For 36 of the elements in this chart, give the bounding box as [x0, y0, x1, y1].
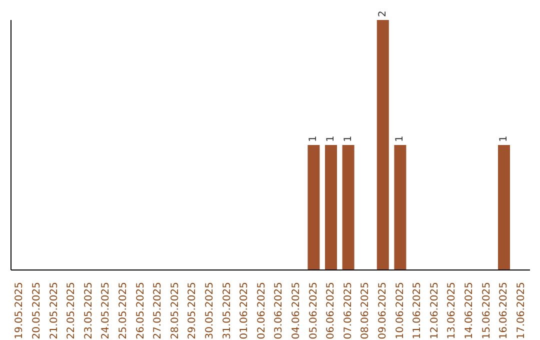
data-label: 1	[498, 136, 510, 142]
x-tick-label: 12.06.2025	[429, 282, 440, 340]
x-tick-label: 21.05.2025	[48, 282, 60, 340]
x-tick-label: 02.06.2025	[256, 282, 268, 340]
data-label: 1	[308, 136, 320, 142]
x-tick-label: 11.06.2025	[412, 282, 424, 340]
x-tick-label: 15.06.2025	[481, 282, 492, 340]
x-tick-label: 09.06.2025	[377, 282, 388, 340]
x-tick-label: 07.06.2025	[342, 282, 354, 340]
x-tick-label: 06.06.2025	[326, 282, 337, 340]
x-tick-label: 26.05.2025	[135, 282, 146, 340]
x-tick-label: 22.05.2025	[66, 282, 78, 340]
x-tick-label: 14.06.2025	[464, 282, 475, 340]
data-label: 1	[342, 136, 354, 142]
x-tick-label: 19.05.2025	[14, 282, 26, 340]
x-tick-label: 03.06.2025	[274, 282, 285, 340]
data-label: 1	[325, 136, 336, 142]
x-tick-label: 23.05.2025	[83, 282, 94, 340]
x-tick-label: 16.06.2025	[498, 282, 510, 340]
x-tick-label: 28.05.2025	[170, 282, 181, 340]
x-tick-label: 24.05.2025	[100, 282, 112, 340]
x-tick-label: 25.05.2025	[118, 282, 129, 340]
x-tick-label: 13.06.2025	[446, 282, 458, 340]
x-tick-label: 01.06.2025	[239, 282, 250, 340]
x-tick-label: 04.06.2025	[290, 282, 302, 340]
x-tick-label: 31.05.2025	[222, 282, 233, 340]
data-label: 2	[377, 10, 388, 17]
x-tick-label: 20.05.2025	[31, 282, 42, 340]
x-tick-label: 05.06.2025	[308, 282, 320, 340]
x-tick-label: 17.06.2025	[516, 282, 527, 340]
x-tick-label: 30.05.2025	[204, 282, 216, 340]
x-tick-label: 10.06.2025	[394, 282, 406, 340]
x-tick-label: 29.05.2025	[187, 282, 198, 340]
x-tick-label: 08.06.2025	[360, 282, 372, 340]
data-label: 1	[394, 136, 406, 142]
x-tick-label: 27.05.2025	[152, 282, 164, 340]
